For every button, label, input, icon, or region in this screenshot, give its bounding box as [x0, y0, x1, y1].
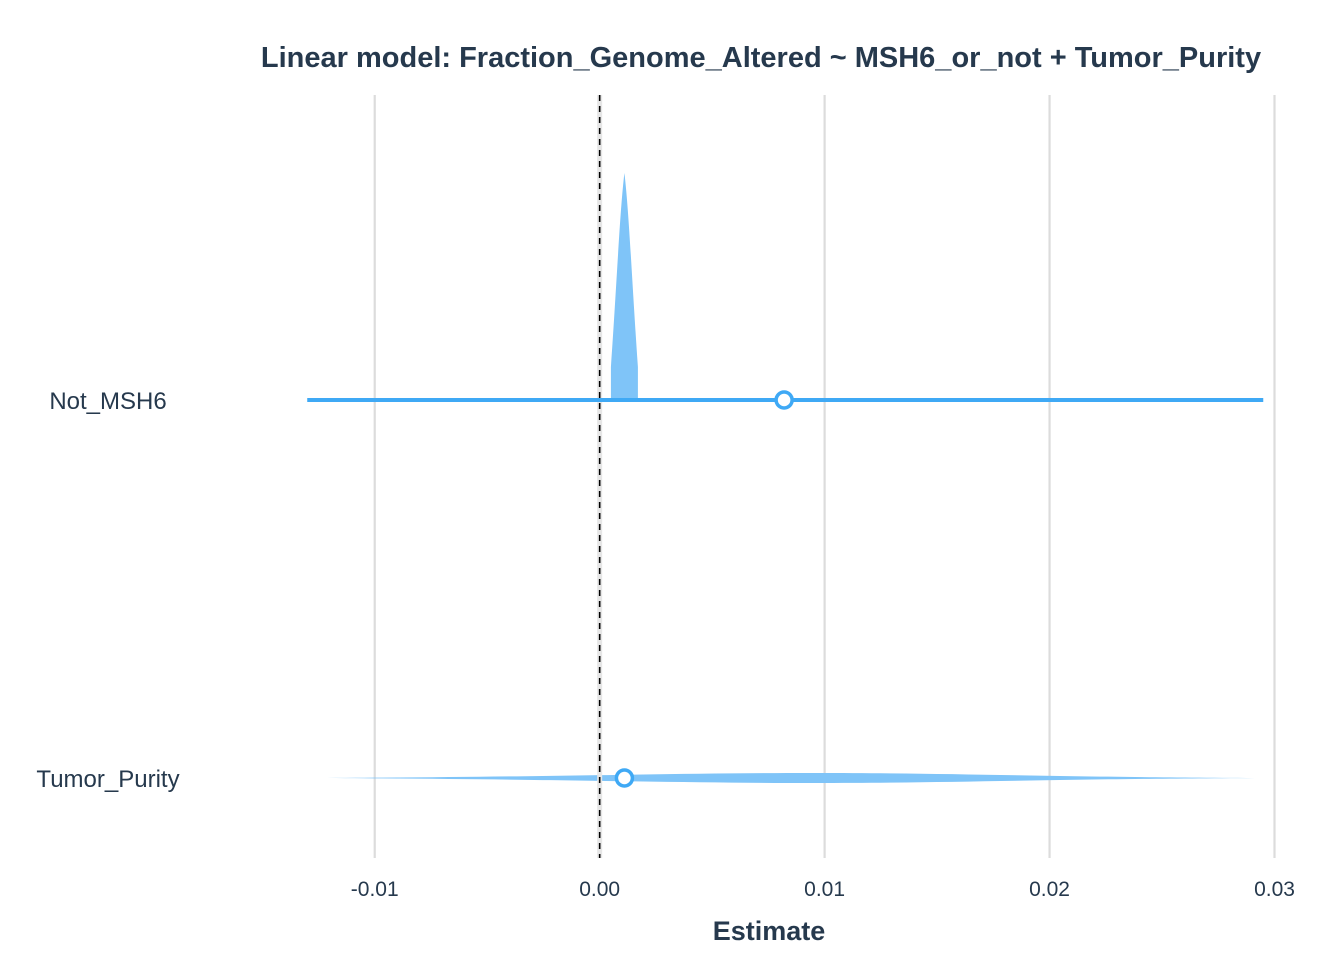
estimate-points [614, 390, 794, 788]
x-axis-label: Estimate [713, 916, 826, 946]
estimate-point [774, 390, 794, 410]
x-tick-label: 0.02 [1029, 878, 1070, 901]
x-tick-label: -0.01 [351, 878, 399, 901]
x-tick-label: 0.01 [804, 878, 845, 901]
chart-title: Linear model: Fraction_Genome_Altered ~ … [261, 42, 1261, 74]
estimate-distribution [610, 173, 638, 400]
x-axis-ticks: -0.01 0.00 0.01 0.02 0.03 [351, 878, 1295, 901]
term-label: Tumor_Purity [36, 766, 179, 793]
x-tick-label: 0.03 [1254, 878, 1295, 901]
gridlines [373, 95, 1276, 858]
term-labels: Not_MSH6 Tumor_Purity [36, 388, 179, 793]
estimate-point [614, 768, 635, 788]
estimate-distribution [307, 773, 1264, 783]
term-label: Not_MSH6 [49, 388, 166, 415]
x-tick-label: 0.00 [579, 878, 620, 901]
distributions [307, 173, 1264, 783]
